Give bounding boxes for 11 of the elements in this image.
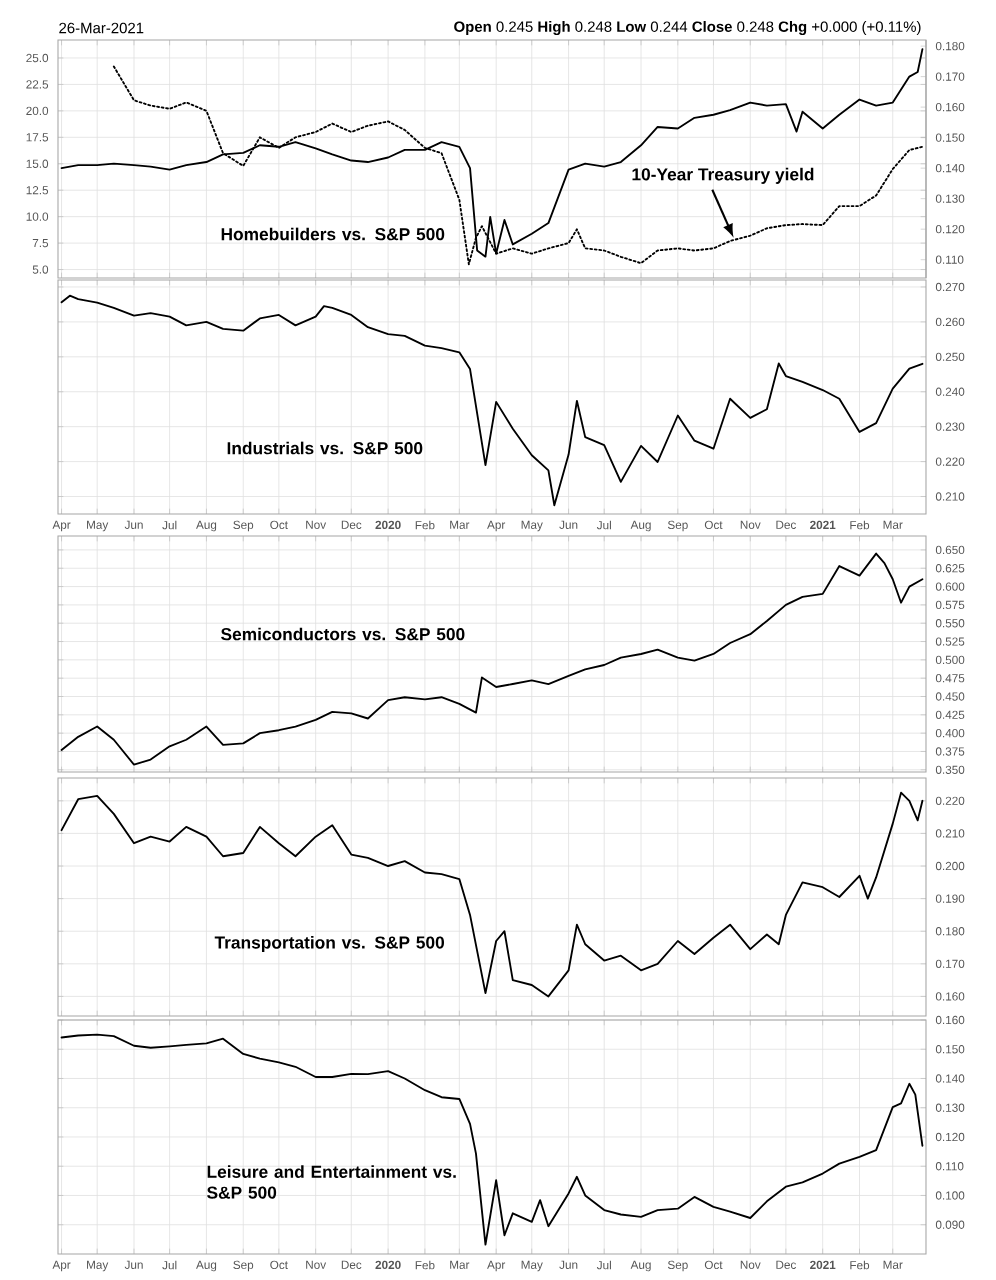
line-series — [60, 552, 924, 766]
annotation: Leisure and Entertainment vs. S&P 500 — [207, 1165, 456, 1199]
annotation: 10-Year Treasury yield — [632, 167, 814, 184]
annotation: Homebuilders vs. S&P 500 — [221, 227, 445, 241]
annotation: Transportation vs. S&P 500 — [214, 935, 444, 953]
annotation: Industrials vs. S&P 500 — [227, 441, 423, 455]
line-series — [60, 48, 924, 258]
line-series — [60, 294, 924, 507]
line-series — [60, 791, 924, 998]
line-series — [60, 1033, 924, 1246]
annotation: Semiconductors vs. S&P 500 — [221, 627, 465, 641]
